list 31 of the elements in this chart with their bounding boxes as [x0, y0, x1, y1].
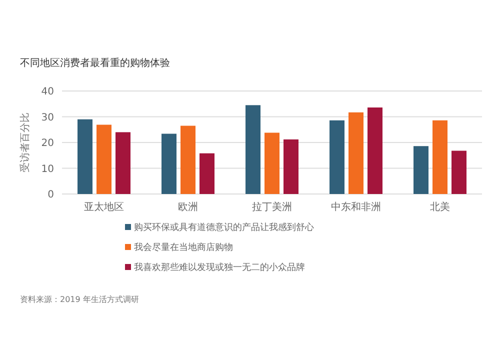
x-tick-label: 亚太地区 [84, 201, 124, 213]
bar [264, 132, 280, 194]
bar [284, 139, 298, 194]
bar [368, 107, 382, 194]
bar [246, 105, 260, 194]
x-tick-label: 欧洲 [178, 201, 198, 213]
bar [414, 146, 428, 194]
bar [180, 126, 196, 194]
y-tick-label: 10 [41, 164, 54, 175]
bar [116, 132, 130, 194]
y-tick-label: 30 [41, 112, 54, 124]
y-axis-title: 受访者百分比 [19, 112, 31, 172]
x-tick-label: 拉丁美洲 [252, 201, 292, 213]
x-tick-label: 北美 [430, 201, 450, 213]
bar [162, 134, 176, 194]
chart-title: 不同地区消费者最看重的购物体验 [20, 57, 170, 69]
bar [348, 112, 364, 194]
legend-label: 我喜欢那些难以发现或独一无二的小众品牌 [134, 262, 305, 273]
bar [432, 120, 448, 194]
y-tick-label: 0 [48, 190, 54, 200]
y-tick-label: 40 [41, 86, 54, 98]
x-tick-label: 中东和非洲 [331, 201, 381, 213]
bar [452, 150, 466, 194]
legend-label: 购买环保或具有道德意识的产品让我感到舒心 [134, 222, 314, 233]
bar [200, 153, 214, 194]
bar [96, 124, 112, 194]
legend-label: 我会尽量在当地商店购物 [134, 242, 233, 253]
y-tick-label: 20 [41, 138, 54, 149]
bar [330, 120, 344, 194]
bar [78, 119, 92, 194]
text: 资料来源：2019 年生活方式调研 [20, 295, 139, 304]
